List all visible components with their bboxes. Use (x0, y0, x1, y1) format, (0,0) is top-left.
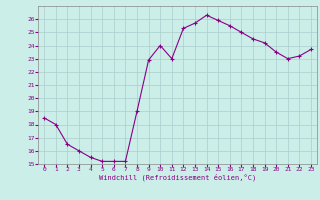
X-axis label: Windchill (Refroidissement éolien,°C): Windchill (Refroidissement éolien,°C) (99, 174, 256, 181)
